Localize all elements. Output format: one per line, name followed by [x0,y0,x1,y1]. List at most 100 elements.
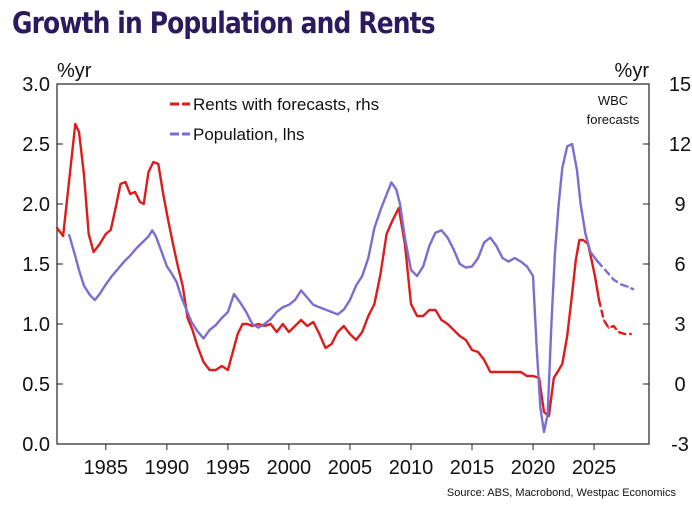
data-point-population-lhs [330,311,333,313]
data-point-rents-with-forecasts-rhs [269,323,272,325]
data-point-population-forecast [596,260,599,263]
data-point-rents-with-forecasts-rhs [594,277,597,279]
left-tick-label: 2.5 [22,134,50,156]
data-point-population-lhs [532,275,534,277]
data-point-rents-with-forecasts-rhs [452,329,455,331]
data-point-population-lhs [105,283,107,286]
data-point-rents-with-forecasts-rhs [526,375,528,377]
data-point-population-lhs [221,317,223,319]
data-point-rents-with-forecasts-rhs [92,251,95,253]
data-point-rents-with-forecasts-rhs [428,309,431,311]
data-point-population-lhs [185,308,188,311]
data-point-population-lhs [410,269,412,271]
data-point-rents-with-forecasts-rhs [191,329,194,331]
data-point-rents-with-forecasts-rhs [471,349,473,351]
data-point-population-lhs [550,323,553,325]
right-tick-label: -3 [671,434,689,456]
data-point-rents-with-forecasts-rhs [139,201,141,203]
right-tick-label: 15 [669,74,691,96]
data-point-rents-with-forecasts-rhs [288,331,290,333]
data-point-rents-with-forecasts-rhs [119,183,122,185]
data-point-population-forecast [612,278,615,281]
data-point-rents-forecast [617,331,620,333]
data-point-population-lhs [111,275,113,277]
series-line-rents-forecast [597,298,632,336]
data-point-rents-with-forecasts-rhs [177,265,179,267]
data-point-population-lhs [395,188,398,191]
data-point-rents-with-forecasts-rhs [74,123,77,125]
data-point-population-lhs [294,299,296,301]
right-tick-label: 12 [669,134,691,156]
data-point-population-lhs [227,311,229,313]
data-point-rents-with-forecasts-rhs [62,235,64,237]
data-point-rents-with-forecasts-rhs [489,371,492,373]
data-point-rents-with-forecasts-rhs [142,203,145,205]
x-tick-label: 1995 [206,457,251,479]
data-point-population-lhs [501,257,504,259]
left-tick-label: 0.0 [22,434,50,456]
data-point-rents-with-forecasts-rhs [208,369,211,371]
data-point-population-lhs [566,145,568,148]
data-point-population-lhs [589,251,592,253]
data-point-rents-with-forecasts-rhs [282,323,284,325]
data-point-population-lhs [251,323,254,325]
data-point-rents-with-forecasts-rhs [186,317,189,319]
data-point-rents-with-forecasts-rhs [410,303,412,305]
data-point-population-lhs [282,306,284,309]
data-point-population-forecast [627,286,629,288]
data-point-rents-with-forecasts-rhs [221,365,223,367]
data-point-population-lhs [520,260,522,263]
data-point-rents-with-forecasts-rhs [306,325,309,327]
data-point-rents-with-forecasts-rhs [446,323,449,325]
data-point-rents-with-forecasts-rhs [147,171,150,173]
data-point-population-lhs [288,304,290,306]
data-point-population-lhs [422,265,425,268]
data-point-population-lhs [300,289,302,292]
data-point-rents-forecast [623,333,626,335]
data-point-rents-with-forecasts-rhs [553,377,555,379]
data-point-rents-with-forecasts-rhs [236,333,239,335]
data-point-population-lhs [190,320,193,323]
data-point-population-lhs [355,284,357,287]
data-point-rents-with-forecasts-rhs [294,325,296,327]
x-tick-label: 1985 [84,457,129,479]
data-point-population-lhs [535,347,538,349]
data-point-rents-with-forecasts-rhs [56,227,58,229]
data-point-population-lhs [483,241,486,244]
data-point-rents-with-forecasts-rhs [324,347,327,349]
left-tick-label: 3.0 [22,74,50,96]
x-tick-label: 2005 [328,457,373,479]
data-point-population-lhs [324,308,327,311]
data-point-population-lhs [543,431,545,433]
data-point-rents-with-forecasts-rhs [507,371,510,373]
data-point-population-lhs [170,272,173,275]
x-tick-label: 2015 [450,457,495,479]
data-point-population-lhs [440,229,443,232]
data-point-rents-with-forecasts-rhs [571,293,573,295]
data-point-population-lhs [576,169,578,172]
data-point-population-lhs [180,296,183,299]
data-point-rents-with-forecasts-rhs [501,371,504,373]
data-point-population-lhs [98,293,101,295]
data-point-population-lhs [373,227,376,229]
data-point-population-lhs [477,257,479,259]
series-line-population-forecast [596,260,635,291]
data-point-rents-with-forecasts-rhs [465,339,467,341]
data-point-rents-with-forecasts-rhs [355,339,357,341]
data-point-population-lhs [318,306,321,309]
data-point-rents-with-forecasts-rhs [109,229,112,231]
data-point-population-lhs [489,236,492,239]
data-point-rents-with-forecasts-rhs [379,273,382,275]
data-point-population-lhs [471,265,473,268]
data-point-rents-with-forecasts-rhs [343,325,345,327]
data-point-population-lhs [495,245,498,247]
data-point-population-lhs [129,254,131,257]
right-tick-label: 3 [674,314,685,336]
right-tick-label: 0 [674,374,685,396]
data-point-rents-with-forecasts-rhs [312,321,315,323]
left-tick-label: 2.0 [22,194,50,216]
data-point-rents-with-forecasts-rhs [391,219,394,221]
data-point-rents-with-forecasts-rhs [68,179,70,181]
data-point-rents-with-forecasts-rhs [227,369,229,371]
data-point-rents-with-forecasts-rhs [87,233,90,235]
